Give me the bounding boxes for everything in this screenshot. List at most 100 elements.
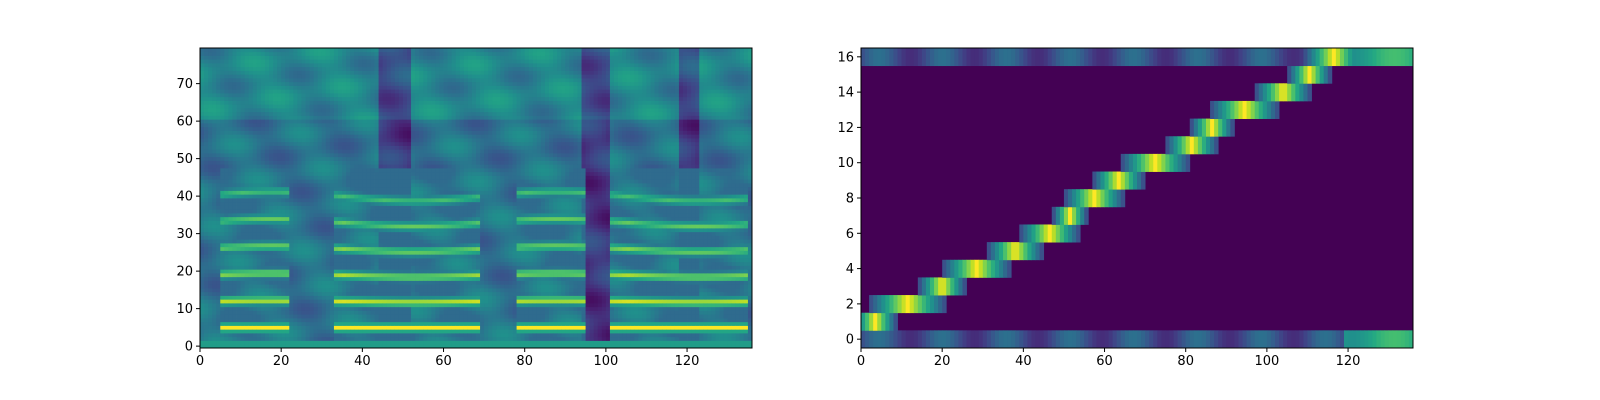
mel-cell bbox=[285, 246, 290, 251]
mel-cell bbox=[297, 273, 302, 278]
mel-cell bbox=[374, 134, 379, 139]
mel-cell bbox=[212, 175, 217, 180]
mel-cell bbox=[447, 224, 453, 229]
mel-cell bbox=[228, 258, 233, 263]
mel-cell bbox=[297, 104, 302, 109]
mel-cell bbox=[289, 261, 294, 266]
mel-cell bbox=[260, 299, 266, 304]
mel-cell bbox=[325, 153, 331, 158]
mel-cell bbox=[277, 220, 282, 225]
mel-cell bbox=[228, 291, 233, 296]
mel-cell bbox=[289, 78, 294, 83]
mel-cell bbox=[281, 239, 286, 244]
mel-cell bbox=[244, 201, 250, 206]
mel-cell bbox=[386, 284, 392, 289]
mel-cell bbox=[346, 145, 351, 150]
mel-cell bbox=[411, 284, 416, 289]
mel-cell bbox=[402, 134, 408, 139]
mel-cell bbox=[338, 239, 343, 244]
mel-cell bbox=[419, 198, 424, 203]
mel-cell bbox=[358, 156, 363, 161]
mel-cell bbox=[317, 333, 323, 338]
mel-cell bbox=[358, 333, 363, 338]
mel-cell bbox=[236, 160, 241, 165]
mel-cell bbox=[244, 333, 250, 338]
mel-cell bbox=[256, 179, 262, 184]
mel-cell bbox=[301, 269, 306, 274]
mel-cell bbox=[394, 123, 400, 128]
mel-cell bbox=[321, 325, 327, 330]
mel-cell bbox=[350, 269, 355, 274]
mel-cell bbox=[354, 250, 359, 255]
mel-cell bbox=[342, 288, 347, 293]
mel-cell bbox=[382, 78, 388, 83]
mel-cell bbox=[374, 254, 379, 259]
mel-cell bbox=[411, 321, 416, 326]
mel-cell bbox=[431, 333, 436, 338]
mel-cell bbox=[260, 231, 266, 236]
mel-cell bbox=[382, 318, 388, 323]
mel-cell bbox=[220, 160, 225, 165]
mel-cell bbox=[273, 235, 278, 240]
mel-cell bbox=[208, 284, 213, 289]
mel-cell bbox=[427, 59, 432, 64]
mel-cell bbox=[252, 126, 258, 131]
mel-cell bbox=[346, 81, 351, 86]
mel-cell bbox=[333, 273, 339, 278]
mel-cell bbox=[358, 321, 363, 326]
mel-cell bbox=[244, 183, 250, 188]
mel-cell bbox=[386, 93, 392, 98]
mel-cell bbox=[333, 63, 339, 68]
mel-cell bbox=[386, 119, 392, 124]
mel-cell bbox=[333, 149, 339, 154]
mel-cell bbox=[248, 303, 254, 308]
mel-cell bbox=[289, 126, 294, 131]
mel-cell bbox=[252, 81, 258, 86]
mel-cell bbox=[289, 336, 294, 341]
mel-cell bbox=[427, 156, 432, 161]
mel-cell bbox=[398, 254, 404, 259]
mel-cell bbox=[200, 93, 205, 98]
mel-cell bbox=[236, 48, 241, 53]
mel-cell bbox=[354, 70, 359, 75]
mel-cell bbox=[212, 55, 217, 60]
mel-cell bbox=[407, 164, 412, 169]
mel-cell bbox=[402, 303, 408, 308]
mel-cell bbox=[309, 329, 315, 334]
mel-cell bbox=[415, 108, 420, 113]
mel-cell bbox=[443, 254, 448, 259]
mel-cell bbox=[321, 89, 327, 94]
mel-cell bbox=[423, 141, 428, 146]
mel-cell bbox=[252, 318, 258, 323]
mel-cell bbox=[415, 243, 420, 248]
mel-cell bbox=[277, 108, 282, 113]
mel-cell bbox=[451, 291, 457, 296]
mel-cell bbox=[407, 183, 412, 188]
mel-cell bbox=[358, 66, 363, 71]
mel-cell bbox=[204, 310, 209, 315]
mel-cell bbox=[419, 183, 424, 188]
mel-cell bbox=[435, 246, 440, 251]
mel-cell bbox=[293, 126, 298, 131]
mel-cell bbox=[342, 138, 347, 143]
mel-cell bbox=[321, 205, 327, 210]
mel-cell bbox=[208, 108, 213, 113]
mel-cell bbox=[204, 194, 209, 199]
mel-cell bbox=[212, 51, 217, 56]
mel-cell bbox=[216, 130, 221, 135]
mel-cell bbox=[378, 138, 384, 143]
mel-cell bbox=[269, 130, 274, 135]
mel-cell bbox=[269, 141, 274, 146]
mel-cell bbox=[228, 280, 233, 285]
mel-cell bbox=[435, 344, 440, 349]
mel-cell bbox=[269, 149, 274, 154]
mel-cell bbox=[439, 288, 444, 293]
mel-cell bbox=[431, 336, 436, 341]
mel-cell bbox=[325, 299, 331, 304]
mel-cell bbox=[350, 344, 355, 349]
mel-cell bbox=[427, 228, 432, 233]
mel-cell bbox=[321, 179, 327, 184]
mel-cell bbox=[244, 171, 250, 176]
mel-cell bbox=[329, 216, 335, 221]
mel-cell bbox=[374, 63, 379, 68]
